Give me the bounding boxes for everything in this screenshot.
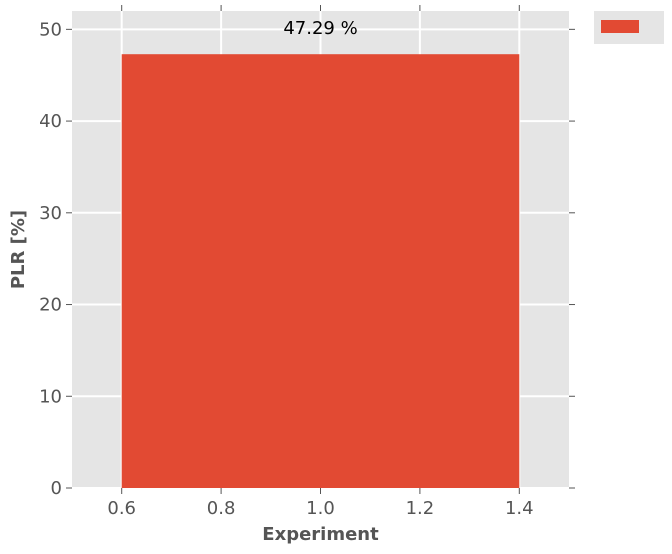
legend [594,11,664,44]
x-axis-label: Experiment [262,524,379,545]
y-tick-label: 20 [39,295,62,316]
x-tick-label: 1.0 [306,498,335,519]
legend-swatch [601,20,639,33]
x-tick-label: 1.4 [505,498,534,519]
tick-labels: 0.6 0.8 1.0 1.2 1.4 0 10 20 30 40 50 [39,19,534,519]
x-tick-label: 1.2 [406,498,435,519]
x-tick-label: 0.8 [207,498,236,519]
axis-ticks [66,5,575,494]
y-tick-label: 30 [39,203,62,224]
bar [121,54,520,488]
y-tick-label: 40 [39,111,62,132]
y-tick-label: 10 [39,386,62,407]
bars: 47.29 % [121,18,520,488]
y-tick-label: 0 [51,478,62,499]
y-tick-label: 50 [39,19,62,40]
y-axis-label: PLR [%] [8,210,29,289]
x-tick-label: 0.6 [107,498,136,519]
bar-value-label: 47.29 % [283,18,357,39]
